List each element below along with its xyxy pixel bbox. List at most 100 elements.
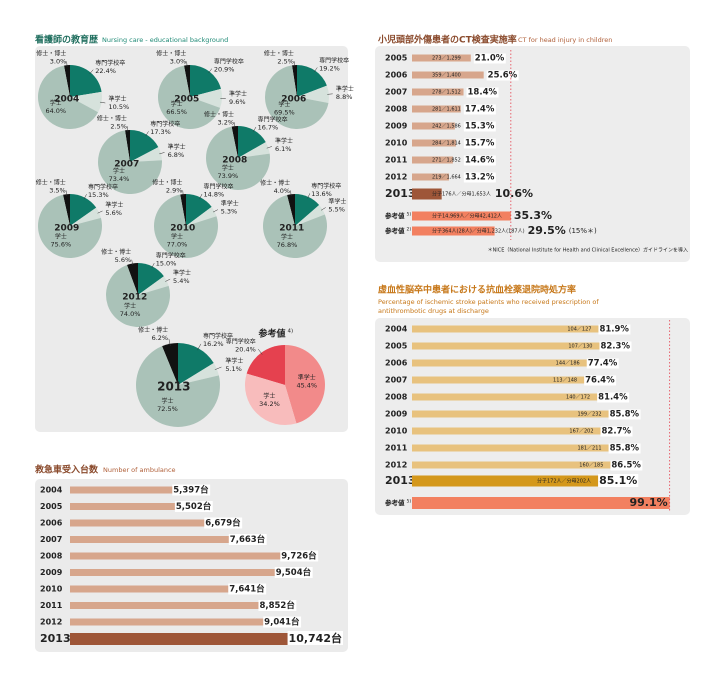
pie-category-label: 学士	[171, 233, 183, 241]
y-category-label: 2013	[385, 474, 416, 487]
y-category-label: 2008	[385, 393, 408, 402]
pie-category-label: 修士・博士	[138, 326, 168, 334]
pie-slice	[63, 194, 70, 226]
leader-line	[234, 122, 236, 128]
pie-year-label: 2008	[222, 156, 247, 166]
value-label: 9,041台	[264, 617, 300, 628]
pie-year-label: 2012	[122, 293, 147, 303]
leader-line	[65, 190, 67, 196]
pie-slice	[98, 130, 162, 194]
pie-year-label: 2004	[54, 95, 79, 105]
pie-value-label: 73.4%	[109, 175, 130, 183]
count-label: 分子14,969人／分母42,412人	[432, 213, 502, 220]
label-background	[598, 324, 631, 335]
chart-title: 救急車受入台数	[35, 464, 99, 476]
pie-category-label: 修士・博士	[97, 115, 127, 123]
value-label: 8,852台	[259, 600, 295, 611]
pie-slice	[124, 130, 130, 162]
pie-value-label: 15.3%	[88, 191, 109, 199]
count-label: 140／172	[566, 395, 590, 401]
bar	[412, 342, 626, 350]
value-label: 6,679台	[205, 518, 241, 529]
chart-title: 小児頭部外傷患者のCT検査実施率	[377, 34, 517, 46]
pie-year-label: 2009	[54, 224, 79, 234]
bar	[412, 427, 628, 435]
value-label: 86.5%	[611, 461, 641, 471]
pie-slice	[238, 126, 266, 158]
pie-slice	[190, 88, 222, 108]
pie-value-label: 16.2%	[203, 340, 224, 348]
pie-category-label: 学士	[50, 99, 62, 107]
leader-line	[253, 126, 257, 132]
count-label: 分子176人／分母1,653人	[432, 191, 491, 198]
pie-slice	[295, 205, 325, 226]
bar	[412, 54, 471, 62]
label-background	[463, 138, 496, 149]
pie-category-label: 修士・博士	[204, 111, 234, 119]
label-background	[174, 501, 213, 512]
pie-category-label: 専門学校卒	[204, 183, 234, 191]
bar	[412, 444, 636, 452]
bar	[412, 410, 636, 418]
bar	[70, 519, 237, 527]
pie-category-label: 準学士	[275, 137, 293, 145]
pie-category-label: 準学士	[108, 95, 126, 103]
pie-slice	[70, 207, 101, 226]
bar	[412, 156, 453, 164]
value-label: 17.4%	[465, 105, 495, 115]
pie-category-label: 学士	[278, 101, 290, 109]
bar	[412, 139, 456, 147]
label-background	[608, 409, 641, 420]
value-label: 13.2%	[465, 173, 495, 183]
count-label: 284／1,814	[432, 141, 461, 147]
count-label: 113／148	[553, 378, 577, 384]
label-background	[274, 567, 313, 578]
reference-value-label: 29.5%	[528, 224, 566, 237]
pie-value-label: 5.3%	[221, 208, 238, 216]
pie-category-label: 学士	[161, 397, 173, 405]
chart-title: 虚血性脳卒中患者における抗血栓薬退院時処方率	[378, 284, 576, 296]
y-category-label: 2012	[385, 173, 407, 182]
value-label: 5,397台	[173, 485, 209, 496]
pie-category-label: 学士	[55, 233, 67, 241]
pie-value-label: 77.0%	[167, 241, 188, 249]
y-category-label: 2008	[40, 552, 63, 561]
y-category-label: 2011	[385, 156, 408, 165]
pie-value-label: 3.2%	[218, 119, 235, 127]
pie-year-label: 2010	[170, 224, 195, 234]
reference-note: 2)	[407, 227, 412, 233]
value-label: 82.7%	[602, 427, 632, 437]
pie-value-label: 2.5%	[110, 123, 127, 131]
y-category-label: 2013	[385, 187, 416, 200]
leader-line	[214, 366, 222, 370]
count-label: 181／211	[577, 446, 601, 452]
pie-category-label: 準学士	[328, 197, 346, 205]
reference-label: 参考値	[385, 211, 405, 220]
label-background	[204, 517, 243, 529]
y-category-label: 2010	[385, 139, 408, 148]
pie-value-label: 5.6%	[115, 256, 132, 264]
pie-category-label: 準学士	[221, 200, 239, 208]
label-background	[228, 583, 267, 595]
leader-line	[320, 207, 326, 211]
y-category-label: 2011	[385, 444, 408, 453]
value-label: 82.3%	[600, 342, 630, 352]
pie-category-label: 修士・博士	[36, 179, 66, 187]
reference-extra: (15%＊)	[569, 227, 597, 235]
pie-category-label: 学士	[171, 100, 183, 108]
reference-bar	[412, 497, 670, 509]
count-label: 107／130	[568, 344, 592, 350]
pie-value-label: 20.9%	[214, 66, 235, 74]
chart-subtitle: CT for head injury in children	[518, 36, 612, 44]
pie-value-label: 14.8%	[204, 191, 225, 199]
y-category-label: 2013	[40, 632, 71, 645]
leader-line	[208, 68, 213, 74]
count-label: 278／1,512	[432, 90, 461, 96]
chart-subtitle: antithrombotic drugs at discharge	[378, 307, 489, 315]
bar	[412, 393, 624, 401]
pie-value-label: 4.0%	[274, 187, 291, 195]
count-label: 160／185	[579, 463, 603, 469]
y-category-label: 2005	[40, 502, 63, 511]
pie-category-label: 準学士	[225, 357, 243, 365]
value-label: 18.4%	[468, 88, 498, 98]
